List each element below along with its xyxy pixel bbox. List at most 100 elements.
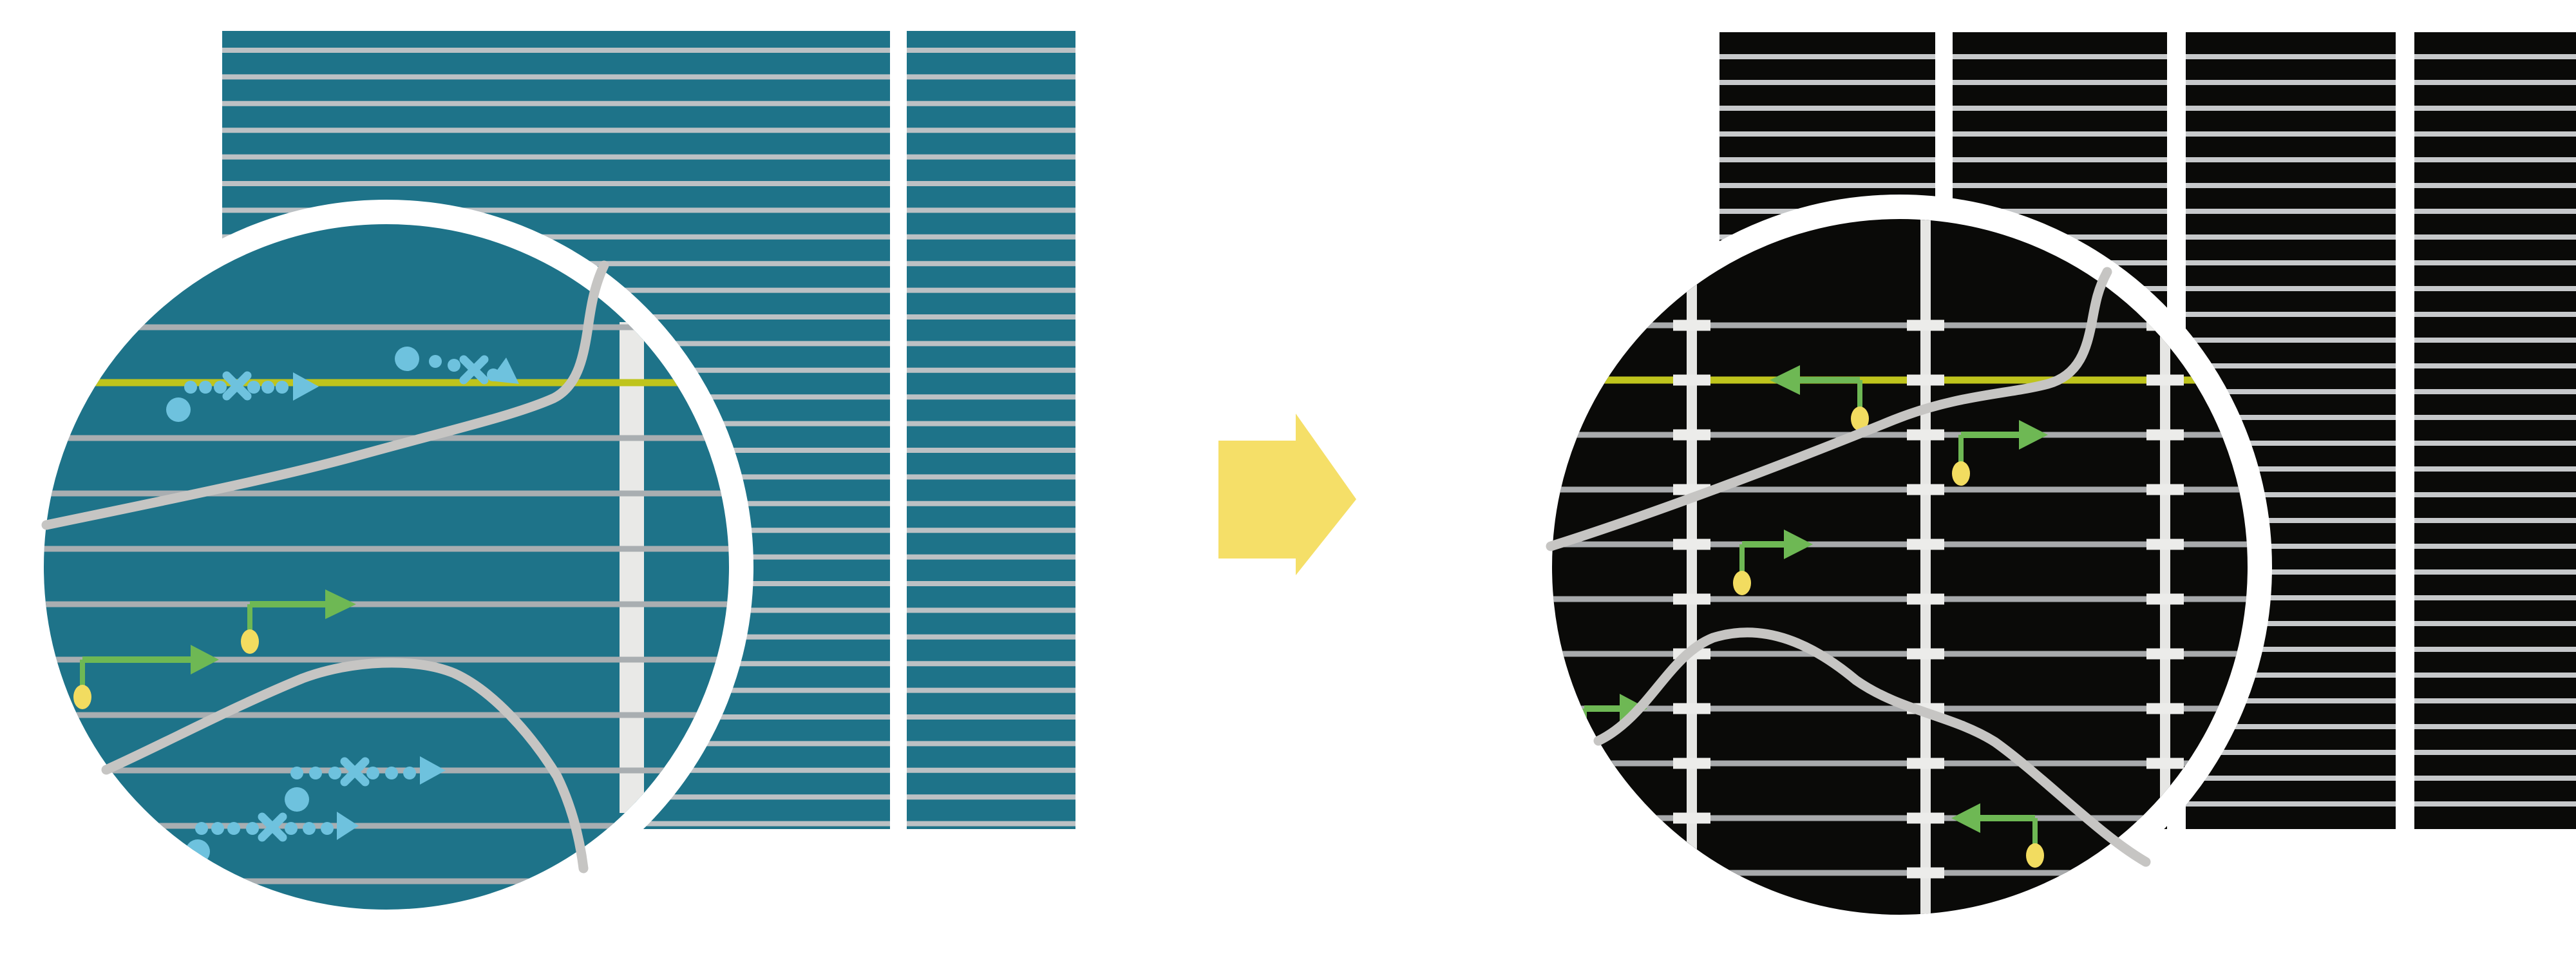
trail-dot — [261, 381, 274, 394]
arrowhead-icon — [337, 812, 359, 840]
arrowhead-icon — [420, 756, 446, 785]
solder-pad — [2146, 703, 2184, 714]
trail-dot — [195, 822, 208, 835]
carrier-arrow-icon — [241, 589, 356, 654]
rear-side-magnifier-disc — [1551, 218, 2249, 916]
electron-dot — [166, 397, 191, 422]
front-side-cell-panel-segment — [907, 31, 1075, 829]
x-stroke — [222, 371, 252, 401]
hole-dot — [2026, 843, 2044, 868]
arrowhead-icon — [2019, 420, 2048, 450]
trail-dot — [303, 822, 316, 835]
carrier-arrow-icon — [1952, 420, 2048, 486]
arrowhead-icon — [1951, 803, 1980, 833]
solder-pad — [1907, 484, 1944, 495]
blocked-x-icon — [459, 355, 489, 385]
rear-side-magnifier — [1528, 195, 2272, 939]
solder-pad — [1673, 429, 1710, 441]
magnifier-ring — [1528, 195, 2272, 939]
solder-pad — [2146, 648, 2184, 660]
hole-dot — [1851, 406, 1869, 431]
solder-pad — [1907, 539, 1944, 550]
carrier-arrow-icon — [1951, 803, 2044, 868]
x-stroke — [459, 355, 489, 385]
trail-dot — [247, 381, 260, 394]
trail-dot — [211, 822, 224, 835]
electron-dot — [285, 787, 309, 812]
trail-dot — [321, 822, 334, 835]
arrowhead-icon — [1770, 365, 1800, 395]
solder-pad — [1907, 374, 1944, 386]
solder-pad — [2146, 484, 2184, 495]
solder-pad — [1907, 320, 1944, 331]
trail-dot — [199, 381, 212, 394]
hole-dot — [1952, 461, 1970, 486]
trail-dot — [276, 381, 289, 394]
solder-pad — [2146, 374, 2184, 386]
arrowhead-icon — [293, 372, 319, 401]
front-side-magnifier-content — [44, 322, 729, 884]
electron-dot — [395, 347, 419, 371]
trail-dot — [328, 767, 341, 779]
trail-dot — [366, 767, 379, 779]
rear-side-cell-panel-segment — [2414, 32, 2576, 829]
blocked-x-icon — [222, 371, 252, 401]
hole-dot — [73, 685, 91, 709]
trail-dot — [448, 359, 460, 372]
x-stroke — [340, 757, 370, 787]
trail-dot — [184, 381, 197, 394]
hole-dot — [241, 629, 259, 654]
solder-pad — [1907, 593, 1944, 605]
trail-dot — [285, 822, 298, 835]
solder-pad — [1673, 374, 1710, 386]
solder-pad — [1907, 758, 1944, 769]
transform-arrow-icon — [1218, 414, 1356, 575]
grain-boundary-line — [1593, 627, 2151, 867]
grain-boundary-line — [41, 260, 609, 530]
hole-dot — [1733, 571, 1751, 595]
solder-pad — [1673, 539, 1710, 550]
carrier-arrow-icon — [1770, 365, 1869, 431]
trail-dot — [385, 767, 398, 779]
solder-pad — [2146, 593, 2184, 605]
solder-pad — [1907, 648, 1944, 660]
trail-dot — [309, 767, 322, 779]
blocked-carrier-arrow-icon — [285, 756, 446, 812]
carrier-arrow-icon — [1733, 530, 1813, 595]
solder-pad — [1907, 867, 1944, 879]
blocked-carrier-arrow-icon — [395, 347, 519, 385]
blocked-carrier-arrow-icon — [166, 371, 319, 422]
solder-pad — [1673, 703, 1710, 714]
solder-pad — [2146, 867, 2184, 879]
trail-dot — [290, 767, 303, 779]
magnifier-ring — [19, 200, 753, 934]
carrier-arrow-icon — [73, 645, 219, 709]
x-stroke — [258, 812, 287, 842]
arrowhead-icon — [325, 589, 356, 619]
solder-pad — [2146, 539, 2184, 550]
solder-pad — [1673, 758, 1710, 769]
trail-dot — [227, 822, 240, 835]
solder-pad — [2146, 758, 2184, 769]
grain-boundary-line — [101, 658, 589, 874]
trail-dot — [246, 822, 259, 835]
busbar-band — [620, 322, 644, 813]
front-side-magnifier — [19, 200, 753, 934]
solder-pad — [1673, 320, 1710, 331]
blocked-x-icon — [340, 757, 370, 787]
arrowhead-icon — [489, 358, 519, 384]
arrowhead-icon — [1784, 530, 1813, 559]
arrowhead-icon — [191, 645, 219, 674]
trail-dot — [403, 767, 416, 779]
solder-pad — [1907, 429, 1944, 441]
trail-dot — [429, 355, 442, 368]
grain-boundary-line — [1546, 267, 2112, 551]
solder-pad — [1673, 593, 1710, 605]
solder-pad — [1673, 812, 1710, 824]
solder-pad — [2146, 429, 2184, 441]
trail-dot — [214, 381, 227, 394]
solder-pad — [1907, 812, 1944, 824]
blocked-x-icon — [258, 812, 287, 842]
